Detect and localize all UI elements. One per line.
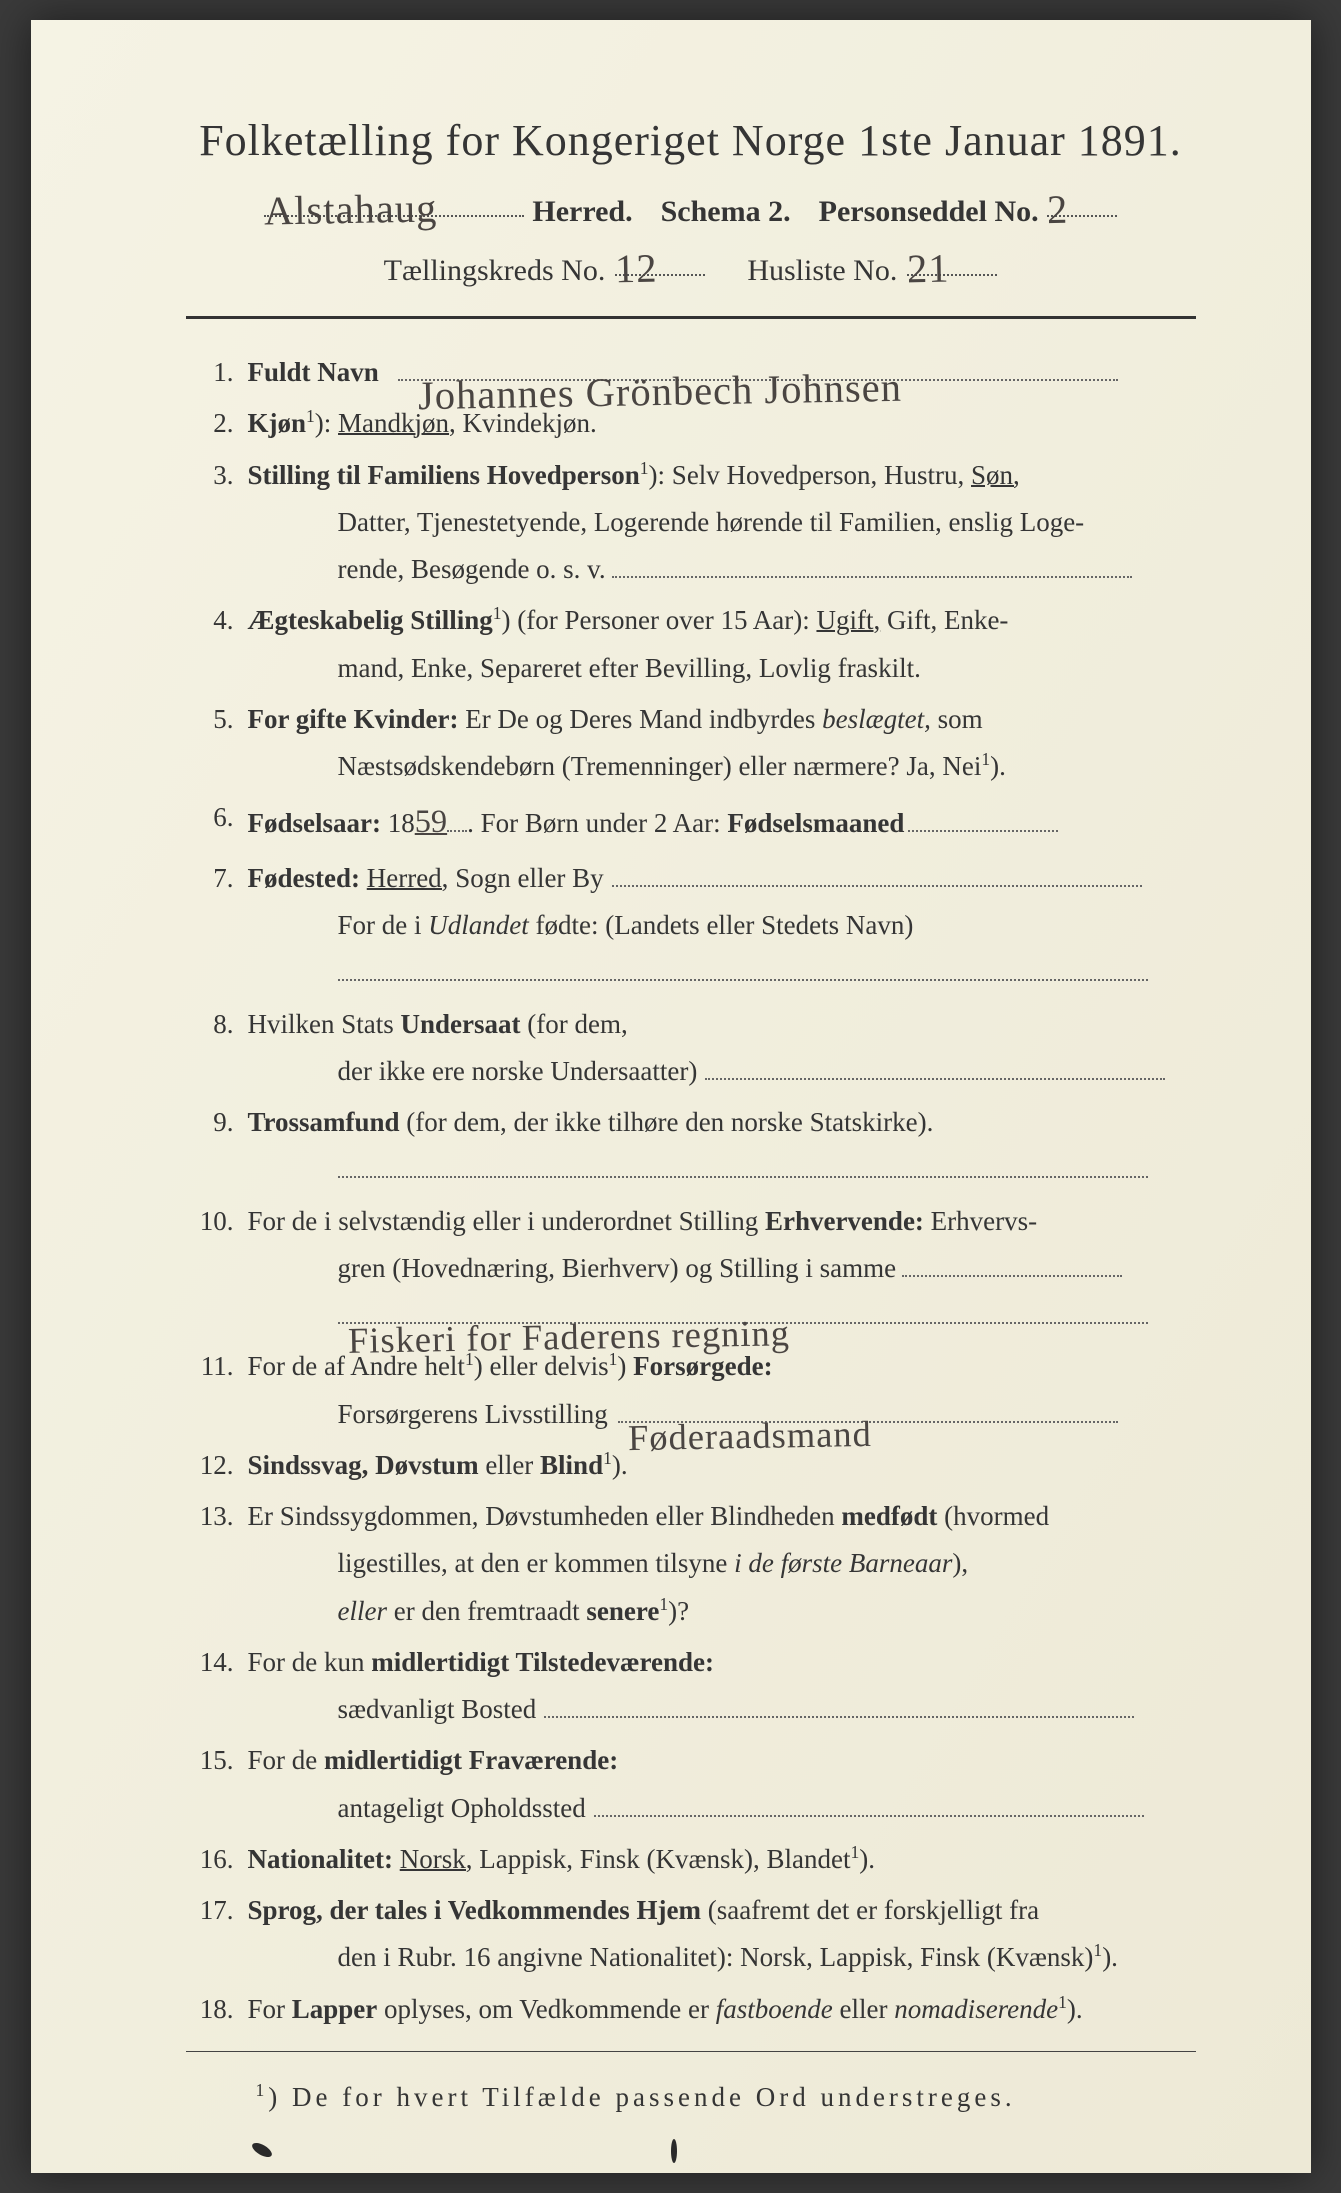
item-13: Er Sindssygdommen, Døvstumheden eller Bl… (186, 1493, 1196, 1635)
label-6: Fødselsaar: (248, 808, 381, 838)
label-2: Kjøn (248, 408, 307, 438)
form-list: Fuldt Navn Johannes Grönbech Johnsen Kjø… (186, 349, 1196, 2033)
label-7: Fødested: (248, 863, 360, 893)
paper-blemish (249, 2140, 273, 2160)
selected-16: Norsk, (400, 1844, 473, 1874)
footnote: 1) De for hvert Tilfælde passende Ord un… (186, 2080, 1196, 2113)
birth-year: 59 (415, 804, 447, 840)
item-12: Sindssvag, Døvstum eller Blind1). (186, 1442, 1196, 1489)
husliste-no: 21 (907, 245, 950, 293)
item-5: For gifte Kvinder: Er De og Deres Mand i… (186, 696, 1196, 791)
label-9: Trossamfund (248, 1107, 400, 1137)
item-8: Hvilken Stats Undersaat (for dem, der ik… (186, 1001, 1196, 1096)
label-3: Stilling til Familiens Hovedperson (248, 460, 640, 490)
item-10: For de i selvstændig eller i underordnet… (186, 1198, 1196, 1340)
label-4: Ægteskabelig Stilling (248, 605, 493, 635)
herred-name: Alstahaug (264, 184, 438, 234)
paper-blemish (671, 2139, 677, 2163)
item-6: Fødselsaar: 1859. For Børn under 2 Aar: … (186, 794, 1196, 851)
item-9: Trossamfund (for dem, der ikke tilhøre d… (186, 1099, 1196, 1194)
label-12: Sindssvag, Døvstum (248, 1450, 479, 1480)
herred-label: Herred. (532, 195, 632, 229)
item-4: Ægteskabelig Stilling1) (for Personer ov… (186, 597, 1196, 692)
item-7: Fødested: Herred, Sogn eller By For de i… (186, 855, 1196, 997)
header-row-1: Alstahaug Herred. Schema 2. Personseddel… (186, 184, 1196, 229)
item-15: For de midlertidigt Fraværende: antageli… (186, 1737, 1196, 1832)
item-16: Nationalitet: Norsk, Lappisk, Finsk (Kvæ… (186, 1836, 1196, 1883)
item-11: For de af Andre helt1) eller delvis1) Fo… (186, 1343, 1196, 1438)
page-title: Folketælling for Kongeriget Norge 1ste J… (186, 115, 1196, 166)
selected-4: Ugift, (816, 605, 880, 635)
divider-top (186, 316, 1196, 319)
selected-7: Herred, (367, 863, 449, 893)
person-label: Personseddel No. (819, 195, 1039, 229)
item-18: For Lapper oplyses, om Vedkommende er fa… (186, 1986, 1196, 2033)
person-no: 2 (1046, 186, 1068, 233)
divider-bottom (186, 2051, 1196, 2052)
schema-label: Schema 2. (661, 195, 791, 229)
item-1: Fuldt Navn Johannes Grönbech Johnsen (186, 349, 1196, 396)
item-17: Sprog, der tales i Vedkommendes Hjem (sa… (186, 1887, 1196, 1982)
selected-3: Søn, (971, 460, 1020, 490)
kreds-no: 12 (615, 245, 658, 293)
label-17: Sprog, der tales i Vedkommendes Hjem (248, 1895, 702, 1925)
item-2: Kjøn1): Mandkjøn, Kvindekjøn. (186, 400, 1196, 447)
label-1: Fuldt Navn (248, 357, 379, 387)
item-3: Stilling til Familiens Hovedperson1): Se… (186, 452, 1196, 594)
census-form-page: Folketælling for Kongeriget Norge 1ste J… (31, 20, 1311, 2173)
kreds-label: Tællingskreds No. (384, 254, 606, 288)
selected-2: Mandkjøn (338, 408, 449, 438)
header-row-2: Tællingskreds No. 12 Husliste No. 21 (186, 243, 1196, 288)
husliste-label: Husliste No. (747, 254, 897, 288)
label-5: For gifte Kvinder: (248, 704, 459, 734)
label-16: Nationalitet: (248, 1844, 393, 1874)
item-14: For de kun midlertidigt Tilstedeværende:… (186, 1639, 1196, 1734)
